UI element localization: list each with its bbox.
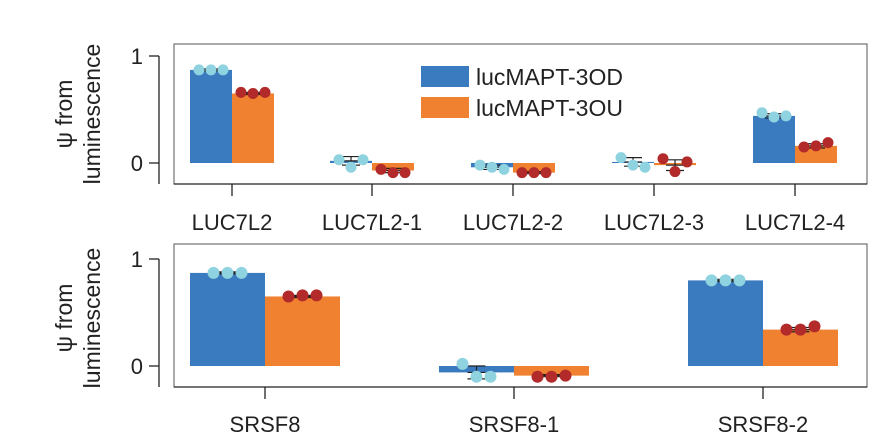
point-luc7l2-4-lucmapt-3od-2 [768,111,780,123]
bottom-ylabel-line1: ψ from [51,284,77,353]
point-srsf8-2-lucmapt-3ou-1 [780,323,793,336]
bottom-panel: ψ from luminescence 0 1 SRSF8 SRSF8-1 SRSF8… [51,243,868,437]
point-luc7l2-2-lucmapt-3od-1 [474,159,486,171]
xtick-label-srsf8: SRSF8 [230,412,301,437]
xtick-label-srsf8-2: SRSF8-2 [718,412,808,437]
point-srsf8-lucmapt-3ou-3 [310,289,323,302]
point-luc7l2-1-lucmapt-3od-1 [333,154,345,166]
legend-label-lucmapt-3od: lucMAPT-3OD [476,64,623,90]
xtick-label-luc7l2-4: LUC7L2-4 [745,210,845,235]
point-luc7l2-3-lucmapt-3od-1 [615,152,627,164]
top-ylabel-line2: luminescence [79,44,105,185]
point-luc7l2-lucmapt-3ou-1 [235,86,247,98]
bottom-ytick-label-0: 0 [131,354,143,379]
point-luc7l2-1-lucmapt-3od-2 [345,161,357,173]
top-ylabel-line1: ψ from [51,80,77,149]
point-luc7l2-1-lucmapt-3ou-3 [399,167,411,179]
point-luc7l2-4-lucmapt-3od-3 [780,110,792,122]
point-luc7l2-3-lucmapt-3od-3 [639,161,651,173]
xtick-label-luc7l2: LUC7L2 [192,210,273,235]
point-srsf8-1-lucmapt-3ou-1 [531,370,544,383]
point-luc7l2-2-lucmapt-3ou-2 [528,167,540,179]
point-srsf8-2-lucmapt-3od-2 [719,274,732,287]
legend-swatch-lucmapt-3od [421,66,469,87]
point-srsf8-1-lucmapt-3od-2 [470,370,483,383]
top-ytick-label-0: 0 [131,151,143,176]
legend-label-lucmapt-3ou: lucMAPT-3OU [476,95,623,121]
xtick-label-luc7l2-1: LUC7L2-1 [322,210,422,235]
point-srsf8-2-lucmapt-3od-1 [705,274,718,287]
xtick-label-luc7l2-3: LUC7L2-3 [604,210,704,235]
point-srsf8-lucmapt-3ou-1 [282,290,295,303]
top-ytick-label-1: 1 [131,44,143,69]
point-srsf8-1-lucmapt-3ou-2 [545,370,558,383]
point-luc7l2-lucmapt-3od-2 [205,64,217,76]
bar-luc7l2-4-lucmapt-3od [753,115,795,163]
point-srsf8-lucmapt-3ou-2 [296,289,309,302]
point-luc7l2-3-lucmapt-3ou-1 [657,153,669,165]
legend-swatch-lucmapt-3ou [421,97,469,118]
point-srsf8-lucmapt-3od-1 [207,266,220,279]
bottom-ytick-label-1: 1 [131,247,143,272]
top-panel: ψ from luminescence 0 1 LUC7L2 LUC7L2-1 LUC… [51,43,868,235]
bar-srsf8-2-lucmapt-3od [688,280,763,366]
legend: lucMAPT-3OD lucMAPT-3OU [421,64,623,121]
point-luc7l2-3-lucmapt-3od-2 [627,159,639,171]
point-luc7l2-4-lucmapt-3od-1 [756,107,768,119]
xtick-label-luc7l2-2: LUC7L2-2 [463,210,563,235]
bar-luc7l2-lucmapt-3od [190,69,232,163]
point-srsf8-2-lucmapt-3ou-2 [794,323,807,336]
point-srsf8-lucmapt-3od-2 [221,266,234,279]
point-srsf8-2-lucmapt-3od-3 [733,274,746,287]
bar-luc7l2-1-lucmapt-3ou [372,163,414,171]
bar-srsf8-lucmapt-3od [190,272,265,366]
point-luc7l2-4-lucmapt-3ou-2 [810,140,822,152]
point-luc7l2-2-lucmapt-3ou-3 [540,167,552,179]
point-luc7l2-1-lucmapt-3od-3 [357,154,369,166]
point-luc7l2-lucmapt-3od-1 [193,64,205,76]
point-srsf8-1-lucmapt-3od-1 [456,357,469,370]
point-srsf8-lucmapt-3od-3 [235,266,248,279]
point-luc7l2-1-lucmapt-3ou-2 [387,167,399,179]
bar-srsf8-2-lucmapt-3ou [763,329,838,366]
point-luc7l2-4-lucmapt-3ou-3 [822,137,834,149]
point-luc7l2-lucmapt-3ou-3 [259,86,271,98]
xtick-label-srsf8-1: SRSF8-1 [469,412,559,437]
point-luc7l2-4-lucmapt-3ou-1 [798,141,810,153]
point-luc7l2-2-lucmapt-3od-3 [498,163,510,175]
bottom-ylabel-line2: luminescence [79,248,105,389]
point-srsf8-2-lucmapt-3ou-3 [808,320,821,333]
point-luc7l2-2-lucmapt-3ou-1 [516,167,528,179]
point-luc7l2-3-lucmapt-3ou-3 [681,156,693,168]
point-luc7l2-lucmapt-3od-3 [217,64,229,76]
point-luc7l2-2-lucmapt-3od-2 [486,161,498,173]
point-srsf8-1-lucmapt-3ou-3 [559,369,572,382]
point-luc7l2-1-lucmapt-3ou-1 [375,163,387,175]
bar-srsf8-lucmapt-3ou [265,296,340,366]
point-luc7l2-lucmapt-3ou-2 [247,87,259,99]
bar-luc7l2-lucmapt-3ou [232,93,274,163]
point-luc7l2-3-lucmapt-3ou-2 [669,166,681,178]
point-srsf8-1-lucmapt-3od-3 [484,370,497,383]
